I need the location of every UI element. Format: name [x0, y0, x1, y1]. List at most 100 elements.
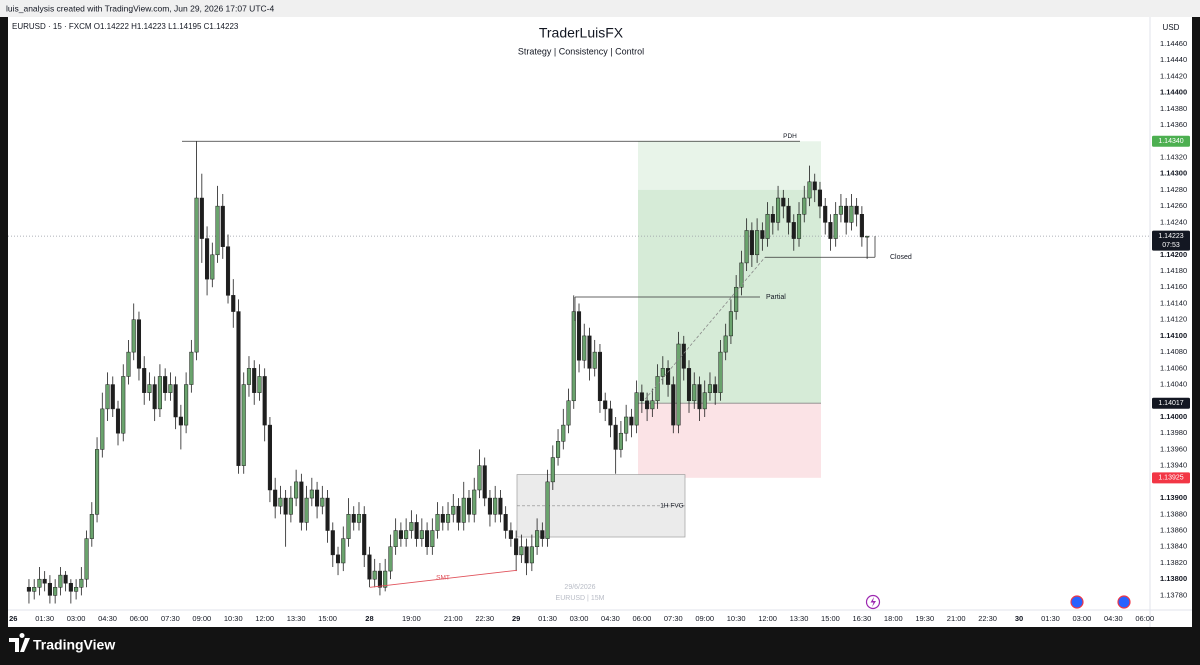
candle-body — [645, 400, 650, 410]
x-tick-label: 10:30 — [224, 614, 243, 623]
candle-body — [718, 351, 723, 393]
chart-title: TraderLuisFX — [539, 25, 624, 41]
candle-body — [749, 230, 754, 256]
candle-body — [660, 368, 665, 377]
candle-body — [419, 530, 424, 539]
x-tick-label: 13:30 — [287, 614, 306, 623]
x-tick-label: 21:00 — [947, 614, 966, 623]
x-tick-label: 01:30 — [538, 614, 557, 623]
candle-body — [262, 376, 267, 426]
candle-body — [493, 497, 498, 515]
x-tick-label: 13:30 — [790, 614, 809, 623]
x-tick-label: 07:30 — [664, 614, 683, 623]
candle-body — [603, 400, 608, 410]
candle-body — [157, 376, 162, 410]
candle-body — [136, 319, 142, 369]
candle-body — [257, 376, 262, 393]
candle-body — [540, 530, 545, 539]
y-tick-label: 1.14040 — [1160, 380, 1187, 389]
candle-body — [435, 514, 440, 531]
currency-label: USD — [1163, 23, 1180, 32]
candle-body — [744, 230, 749, 264]
y-tick-label: 1.14360 — [1160, 120, 1187, 129]
x-tick-label: 01:30 — [1041, 614, 1060, 623]
candle-body — [739, 262, 744, 288]
y-tick-label: 1.14140 — [1160, 298, 1187, 307]
candle-body — [807, 181, 812, 199]
candle-body — [482, 465, 487, 499]
x-tick-label: 12:00 — [758, 614, 777, 623]
candle-body — [32, 587, 37, 592]
x-tick-label: 06:00 — [632, 614, 651, 623]
partial-label: Partial — [766, 294, 786, 301]
x-tick-label: 03:00 — [1073, 614, 1092, 623]
candle-body — [58, 574, 63, 588]
y-tick-label: 1.14100 — [1160, 331, 1187, 340]
candle-body — [702, 392, 707, 410]
candle-body — [47, 582, 52, 596]
x-tick-label: 12:00 — [255, 614, 274, 623]
trade-path — [644, 256, 766, 400]
candle-body — [508, 530, 513, 539]
candle-body — [707, 384, 713, 393]
candle-body — [755, 230, 760, 256]
watermark-symbol: EURUSD | 15M — [556, 595, 605, 602]
stop-price-tag-bg — [1152, 472, 1190, 484]
candle-body — [676, 343, 681, 426]
x-tick-label: 15:00 — [821, 614, 840, 623]
candle-body — [865, 235, 870, 238]
candle-body — [383, 570, 388, 588]
candle-body — [597, 351, 603, 402]
candle-body — [79, 578, 84, 588]
candle-body — [629, 416, 634, 426]
x-tick-label: 21:00 — [444, 614, 463, 623]
y-tick-label: 1.14120 — [1160, 315, 1187, 324]
y-tick-label: 1.13900 — [1160, 493, 1187, 502]
y-tick-label: 1.14460 — [1160, 39, 1187, 48]
footer-brand: TradingView — [33, 637, 115, 653]
candle-body — [367, 554, 372, 580]
x-tick-label: 04:30 — [601, 614, 620, 623]
candle-body — [713, 384, 718, 393]
candle-body — [335, 554, 341, 564]
candle-body — [163, 376, 168, 393]
candle-body — [802, 197, 807, 215]
candle-body — [68, 582, 73, 592]
candle-body — [466, 497, 472, 515]
candle-body — [425, 530, 430, 547]
candle-body — [550, 457, 555, 483]
candle-body — [74, 587, 79, 592]
candle-body — [566, 400, 571, 426]
candle-body — [545, 481, 550, 539]
candle-body — [582, 335, 587, 361]
entry-price-tag: 1.14017 — [1158, 400, 1183, 407]
candle-body — [697, 384, 702, 410]
candle-body — [817, 189, 823, 207]
candle-body — [356, 514, 362, 523]
event-icon[interactable] — [1070, 595, 1084, 609]
candle-body — [634, 392, 639, 426]
candle-body — [692, 384, 697, 402]
x-tick-label: 26 — [9, 614, 17, 623]
x-tick-label: 16:30 — [852, 614, 871, 623]
pdh-label: PDH — [783, 133, 797, 140]
candle-body — [26, 587, 32, 592]
candle-body — [110, 384, 115, 410]
stop-price-tag: 1.13925 — [1158, 475, 1183, 482]
candle-body — [398, 530, 403, 539]
candle-body — [487, 497, 492, 515]
event-icon[interactable] — [1117, 595, 1131, 609]
x-tick-label: 15:00 — [318, 614, 337, 623]
y-tick-label: 1.14180 — [1160, 266, 1187, 275]
candle-body — [241, 384, 246, 466]
candle-body — [404, 530, 409, 539]
y-tick-label: 1.14080 — [1160, 347, 1187, 356]
candle-body — [666, 368, 671, 385]
candle-body — [823, 205, 828, 223]
y-tick-label: 1.14380 — [1160, 104, 1187, 113]
y-tick-label: 1.13860 — [1160, 526, 1187, 535]
stop-zone — [638, 403, 821, 478]
candle-body — [833, 214, 838, 239]
watermark-date: 29/6/2026 — [564, 584, 595, 591]
candle-body — [477, 465, 482, 491]
